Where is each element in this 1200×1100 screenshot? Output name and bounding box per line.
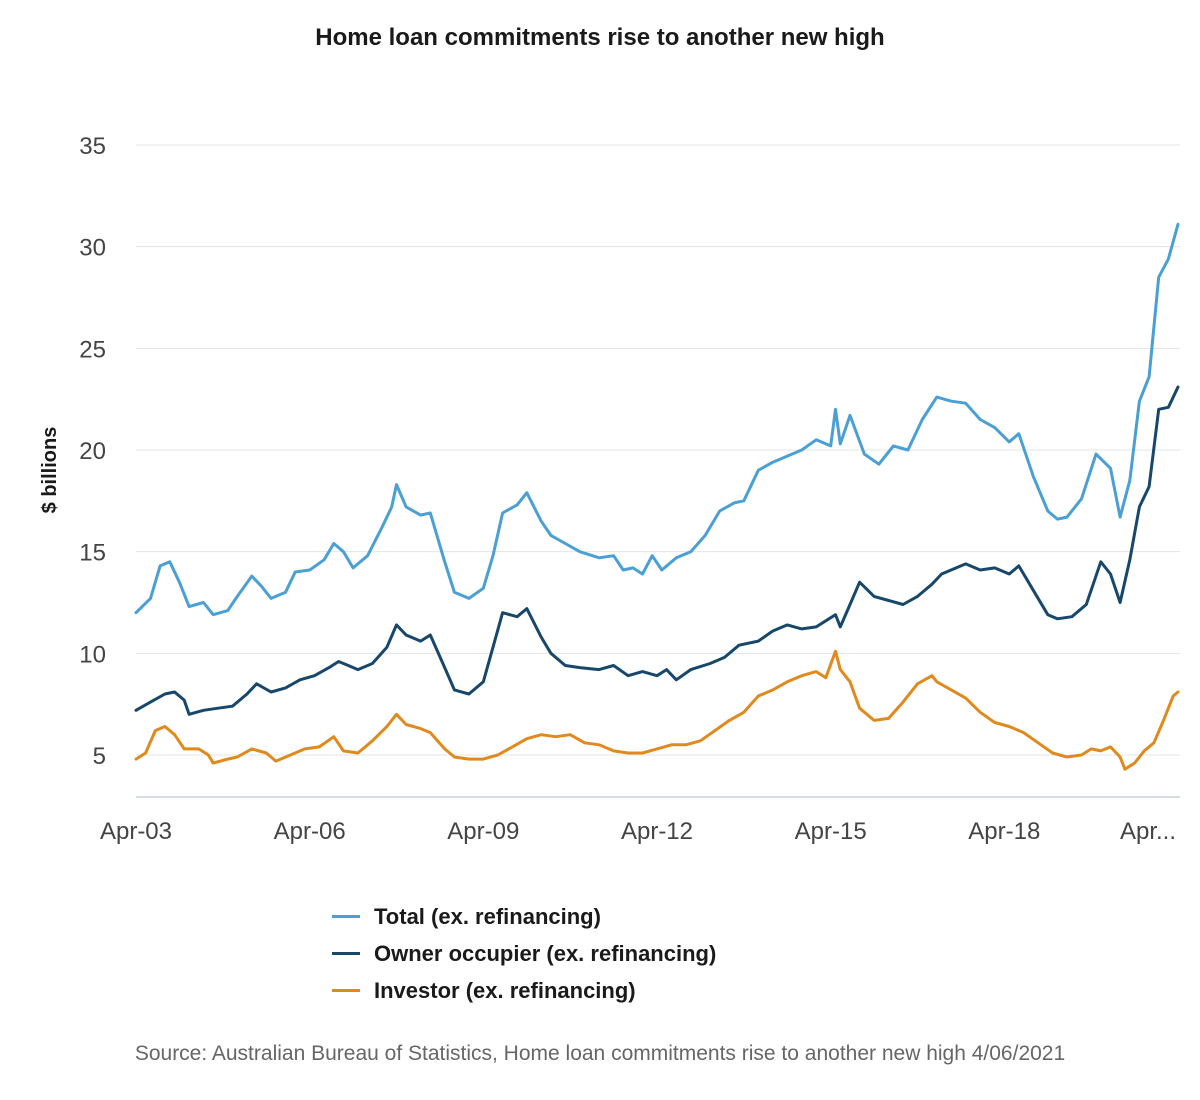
y-tick-15: 15: [79, 540, 106, 567]
series-line-owner: [134, 385, 1180, 716]
y-tick-25: 25: [79, 336, 106, 363]
legend-item-investor[interactable]: Investor (ex. refinancing): [332, 972, 716, 1009]
x-tick-labels: Apr-03 Apr-06 Apr-09 Apr-12 Apr-15 Apr-18 Apr.…: [100, 818, 1176, 845]
y-tick-20: 20: [79, 438, 106, 465]
legend-item-owner-occupier[interactable]: Owner occupier (ex. refinancing): [332, 935, 716, 972]
y-axis-label: $ billions: [39, 427, 61, 514]
series-lines: [134, 222, 1180, 771]
x-tick-Apr-15: Apr-15: [795, 818, 867, 845]
source-note: Source: Australian Bureau of Statistics,…: [134, 1042, 1066, 1065]
legend-label-total: Total (ex. refinancing): [374, 903, 601, 929]
x-tick-Apr...: Apr...: [1120, 818, 1176, 845]
y-tick-labels: 5 10 15 20 25 30 35: [79, 133, 106, 770]
legend-label-owner-occupier: Owner occupier (ex. refinancing): [374, 940, 717, 966]
legend-item-total[interactable]: Total (ex. refinancing): [332, 898, 716, 935]
series-line-total: [134, 222, 1180, 617]
chart-title: Home loan commitments rise to another ne…: [315, 24, 885, 51]
legend: Total (ex. refinancing) Owner occupier (…: [332, 898, 716, 1009]
x-tick-Apr-12: Apr-12: [621, 818, 693, 845]
gridlines: [136, 144, 1180, 798]
series-line-investor: [134, 649, 1180, 771]
y-tick-30: 30: [79, 235, 106, 262]
legend-label-investor: Investor (ex. refinancing): [374, 977, 636, 1003]
legend-swatch-owner-occupier: [332, 952, 360, 955]
x-tick-Apr-03: Apr-03: [100, 818, 172, 845]
y-tick-35: 35: [79, 133, 106, 160]
x-tick-Apr-18: Apr-18: [968, 818, 1040, 845]
x-tick-Apr-09: Apr-09: [447, 818, 519, 845]
y-tick-5: 5: [93, 743, 106, 770]
legend-swatch-investor: [332, 989, 360, 992]
x-tick-Apr-06: Apr-06: [274, 818, 346, 845]
legend-swatch-total: [332, 915, 360, 918]
y-tick-10: 10: [79, 641, 106, 668]
